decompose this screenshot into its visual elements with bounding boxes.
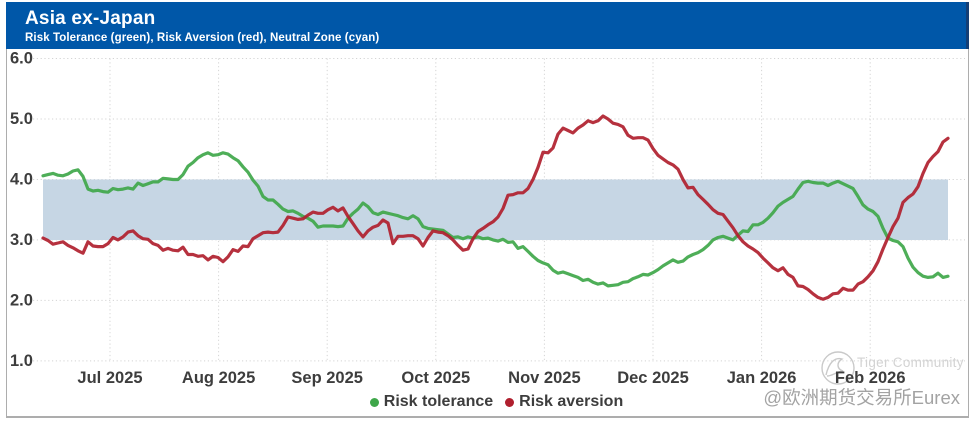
watermark-handle: @欧洲期货交易所Eurex: [763, 387, 960, 408]
series-lines: [41, 114, 950, 301]
neutral-zone-band: [43, 179, 948, 240]
watermark-brand: Tiger Community: [857, 355, 964, 370]
y-axis-tick-label: 4.0: [10, 171, 33, 189]
legend-label: Risk aversion: [519, 393, 624, 410]
y-axis-tick-label: 3.0: [10, 231, 33, 249]
x-axis-tick-label: Oct 2025: [401, 369, 470, 387]
watermark: Tiger Community @欧洲期货交易所Eurex: [763, 351, 964, 408]
y-axis-tick-label: 2.0: [10, 291, 33, 309]
chart-header: Asia ex-Japan Risk Tolerance (green), Ri…: [6, 2, 969, 49]
series-line-risk-tolerance: [41, 151, 950, 288]
axis-labels: 6.0 5.0 4.0 3.0 2.0 1.0 Jul 2025 Aug 2025 Sep 20…: [10, 50, 906, 388]
x-axis-tick-label: Jan 2026: [727, 369, 797, 387]
series-line-risk-aversion: [41, 114, 950, 301]
risk-tolerance-dot-icon: [369, 397, 379, 407]
x-axis-tick-label: Aug 2025: [182, 369, 255, 387]
x-axis-tick-label: Jul 2025: [77, 369, 142, 387]
page-title: Asia ex-Japan: [25, 8, 156, 29]
gridlines: [33, 58, 965, 362]
x-axis-tick-label: Nov 2025: [508, 369, 580, 387]
x-axis-tick-label: Feb 2026: [835, 369, 906, 387]
neutral-zone-rect: [43, 179, 948, 240]
y-axis-tick-label: 1.0: [10, 352, 33, 370]
risk-aversion-dot-icon: [505, 397, 515, 407]
tiger-doodle-icon: [825, 357, 844, 377]
chart-subtitle: Risk Tolerance (green), Risk Aversion (r…: [25, 32, 380, 44]
legend-item-risk-tolerance: Risk tolerance: [369, 393, 494, 411]
y-axis-tick-label: 6.0: [10, 50, 33, 68]
x-axis-tick-label: Sep 2025: [291, 369, 363, 387]
legend-label: Risk tolerance: [383, 393, 494, 410]
chart-legend: Risk tolerance Risk aversion: [23, 393, 970, 411]
legend-item-risk-aversion: Risk aversion: [505, 393, 623, 411]
y-axis-tick-label: 5.0: [10, 110, 33, 128]
tiger-logo-icon: [821, 351, 855, 385]
x-axis-tick-label: Dec 2025: [617, 369, 689, 387]
